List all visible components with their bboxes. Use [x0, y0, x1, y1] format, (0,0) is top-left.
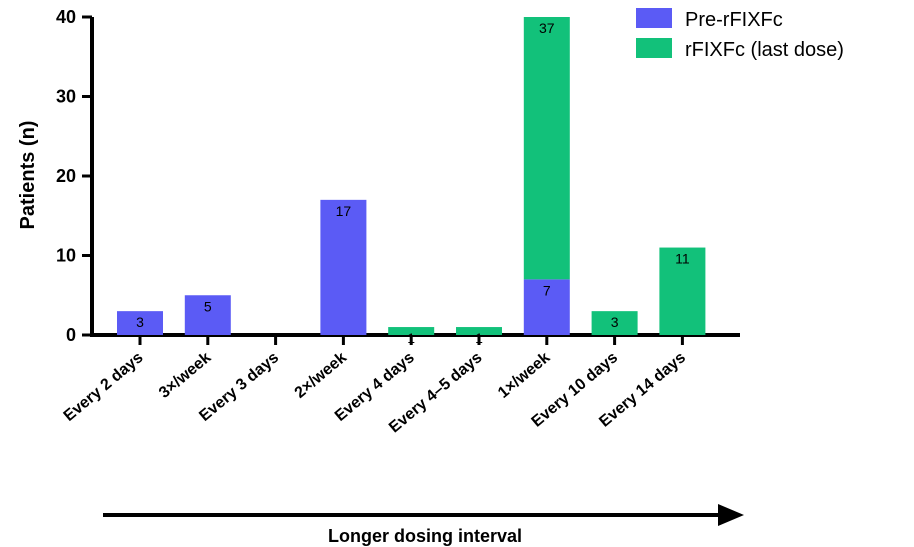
legend-label: Pre-rFIXFc — [685, 9, 783, 31]
legend: Pre-rFIXFc rFIXFc (last dose) — [636, 8, 844, 61]
y-axis: 0 10 20 30 40 — [56, 7, 92, 345]
legend-swatch — [636, 8, 672, 28]
y-tick-label: 0 — [66, 325, 76, 345]
legend-swatch — [636, 38, 672, 58]
arrow-head — [718, 504, 744, 526]
data-label: 1 — [475, 330, 483, 346]
y-tick-label: 20 — [56, 166, 76, 186]
legend-label: rFIXFc (last dose) — [685, 39, 844, 61]
bars-group — [117, 17, 705, 335]
category-label: Every 2 days — [61, 349, 147, 425]
y-tick-label: 10 — [56, 246, 76, 266]
interval-arrow: Longer dosing interval — [103, 504, 744, 546]
category-label: 1×/week — [495, 349, 553, 402]
category-label: 3×/week — [156, 349, 214, 402]
bar-rfixfc-last-dose — [524, 17, 570, 279]
data-label: 37 — [539, 20, 555, 36]
data-label: 3 — [136, 314, 144, 330]
data-label: 3 — [611, 314, 619, 330]
y-tick-label: 40 — [56, 7, 76, 27]
y-tick-label: 30 — [56, 87, 76, 107]
data-label: 17 — [336, 203, 352, 219]
data-label: 5 — [204, 298, 212, 314]
category-label: 2×/week — [292, 349, 350, 402]
data-label: 11 — [675, 251, 690, 267]
data-label: 1 — [407, 330, 415, 346]
arrow-label: Longer dosing interval — [328, 526, 522, 546]
bar-pre-rfixfc — [320, 200, 366, 335]
data-label: 7 — [543, 282, 551, 298]
y-axis-title: Patients (n) — [17, 121, 39, 230]
